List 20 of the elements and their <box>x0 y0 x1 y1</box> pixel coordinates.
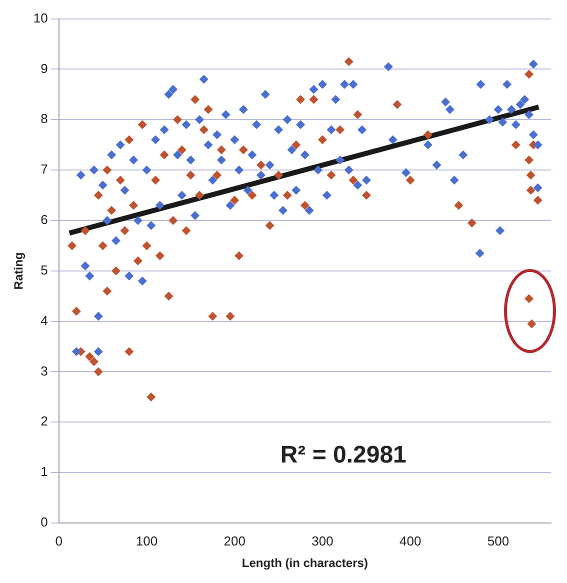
x-tick-label: 100 <box>136 533 158 548</box>
y-axis-title: Rating <box>12 252 26 290</box>
y-tick-label: 8 <box>40 111 48 126</box>
x-tick-label: 300 <box>312 533 334 548</box>
y-tick-label: 0 <box>40 514 48 530</box>
y-tick-label: 3 <box>40 363 48 378</box>
y-tick-label: 10 <box>33 10 48 26</box>
y-tick-label: 5 <box>40 262 48 278</box>
annotation: R² = 0.2981 <box>280 441 406 468</box>
y-tick-label: 2 <box>40 414 48 429</box>
x-axis-title: Length (in characters) <box>242 556 368 570</box>
x-tick-label: 400 <box>400 533 422 548</box>
y-tick-label: 4 <box>40 312 48 328</box>
y-tick-label: 1 <box>40 464 48 480</box>
y-tick-label: 6 <box>40 212 48 228</box>
y-tick-label: 9 <box>40 60 48 76</box>
x-tick-label: 200 <box>224 533 246 548</box>
x-tick-label: 500 <box>487 533 510 548</box>
y-tick-label: 7 <box>40 162 48 177</box>
x-tick-label: 0 <box>55 533 62 548</box>
